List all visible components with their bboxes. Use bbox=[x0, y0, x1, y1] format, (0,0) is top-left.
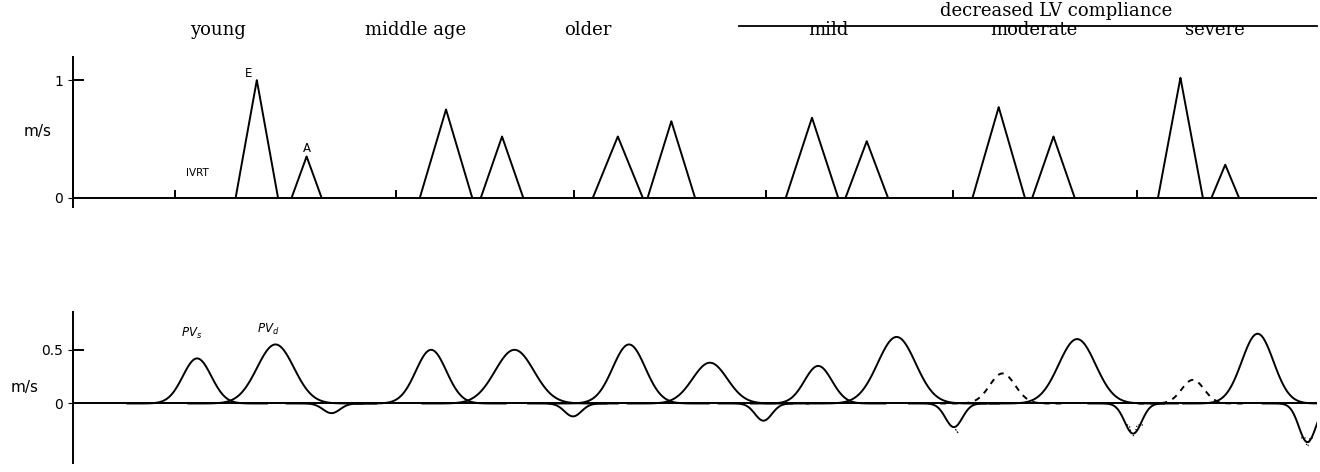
Text: IVRT: IVRT bbox=[186, 169, 209, 178]
Text: A: A bbox=[302, 142, 310, 155]
Y-axis label: m/s: m/s bbox=[11, 380, 38, 395]
Text: moderate: moderate bbox=[990, 21, 1077, 39]
Text: decreased LV compliance: decreased LV compliance bbox=[940, 2, 1172, 20]
Text: $\mathregular{PV_d}$: $\mathregular{PV_d}$ bbox=[257, 321, 280, 337]
Text: severe: severe bbox=[1184, 21, 1245, 39]
Text: $\mathregular{PV_s}$: $\mathregular{PV_s}$ bbox=[181, 326, 203, 341]
Text: young: young bbox=[190, 21, 246, 39]
Text: middle age: middle age bbox=[366, 21, 466, 39]
Text: E: E bbox=[244, 67, 252, 80]
Text: older: older bbox=[564, 21, 611, 39]
Text: mild: mild bbox=[809, 21, 849, 39]
Y-axis label: m/s: m/s bbox=[24, 124, 51, 139]
